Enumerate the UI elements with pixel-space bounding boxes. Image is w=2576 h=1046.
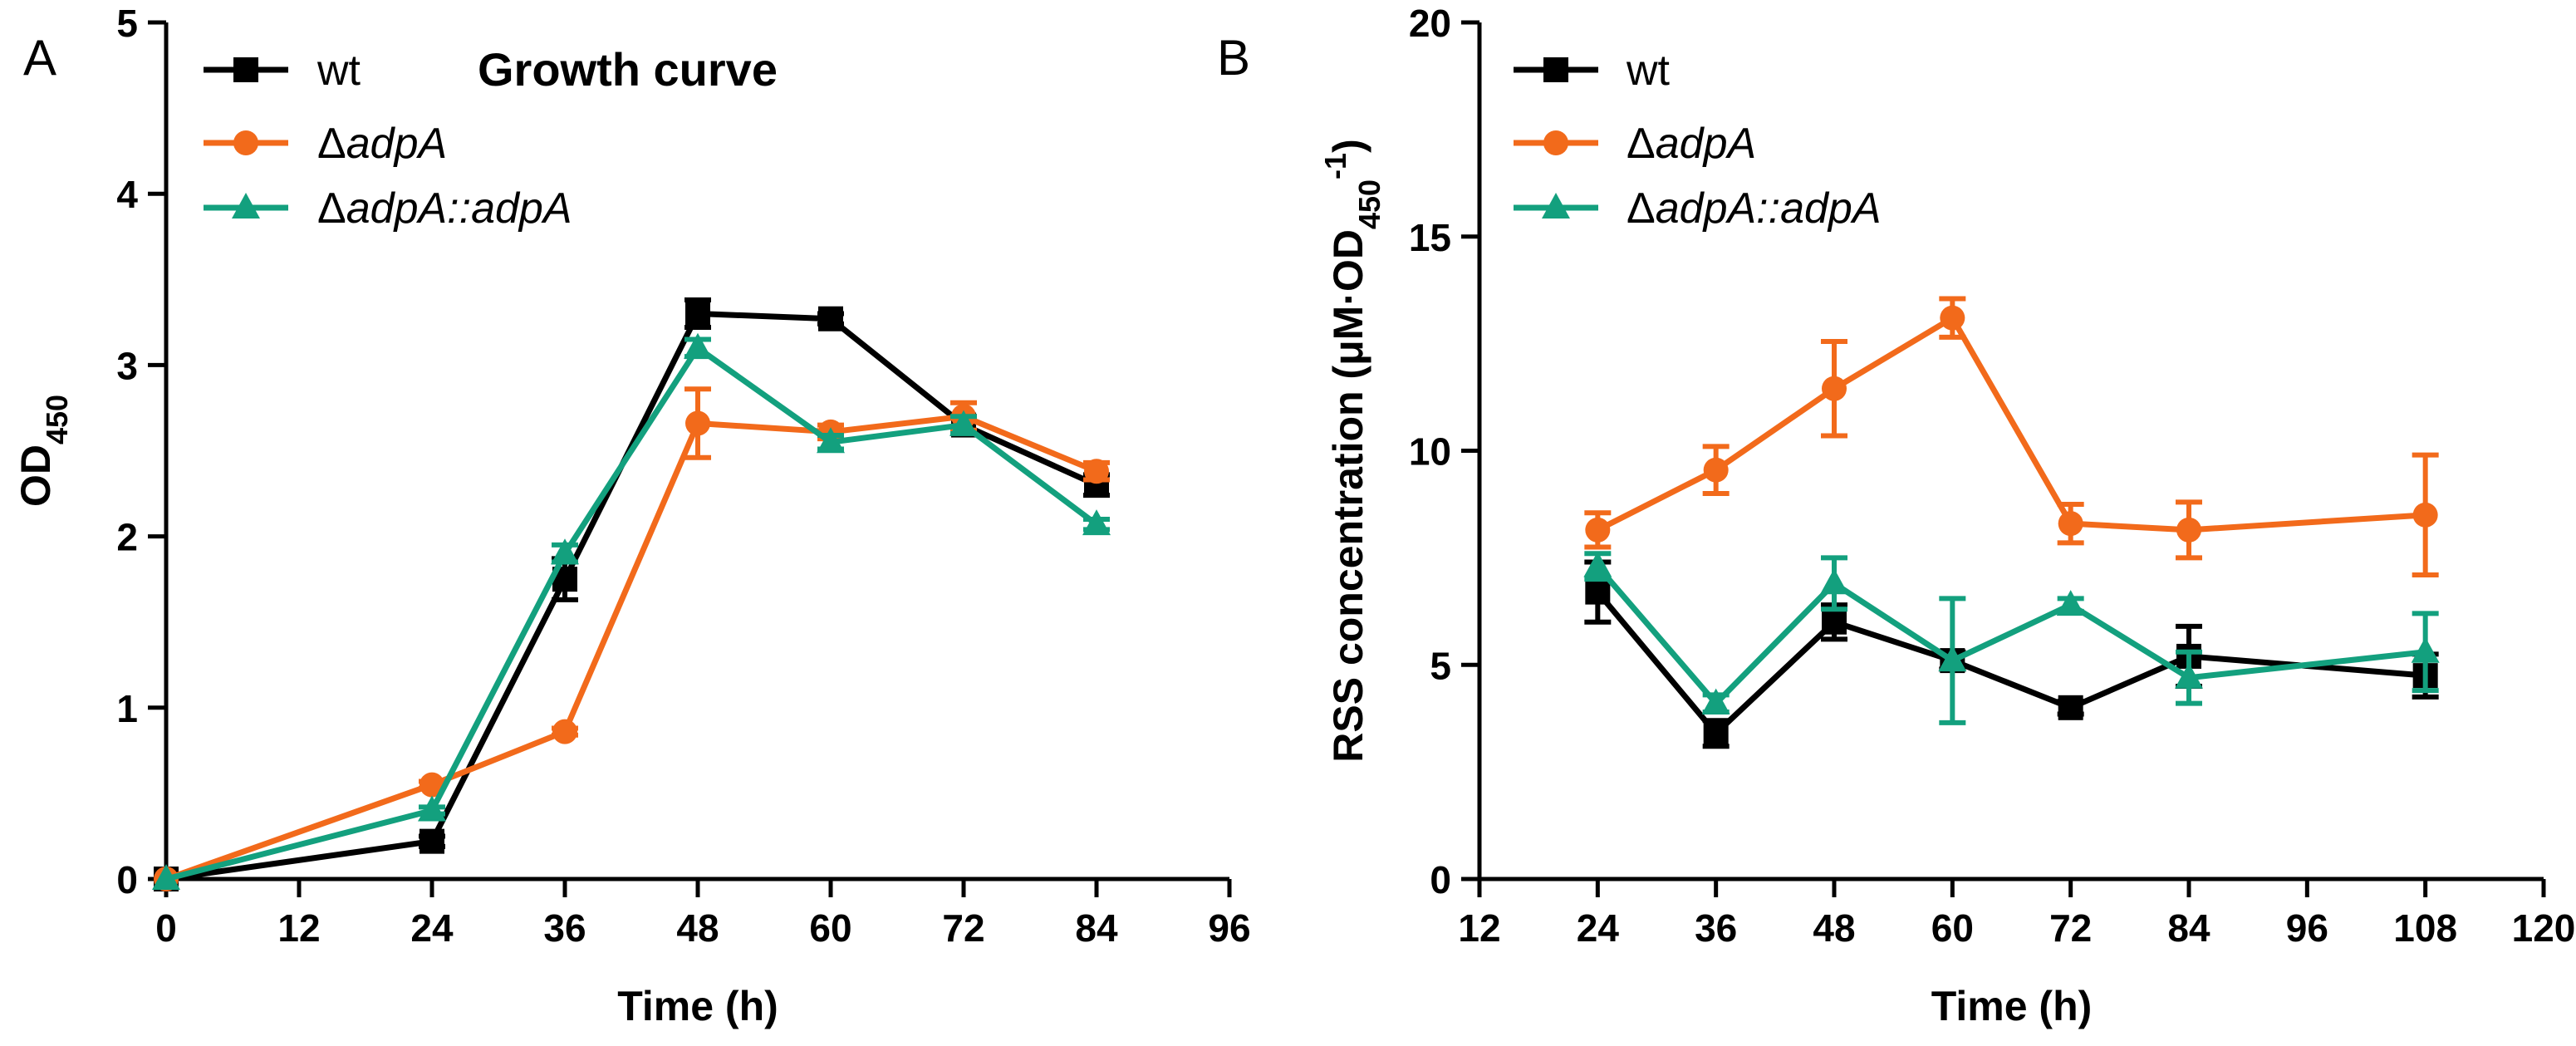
data-point-dadpA [1585,517,1611,543]
data-point-wt [1585,579,1611,605]
data-point-comp [1583,551,1612,577]
data-point-comp [2175,662,2203,689]
data-point-wt [1822,609,1847,635]
x-tick-label: 108 [2393,906,2457,950]
x-tick-label: 84 [2167,906,2210,950]
data-point-wt [685,301,710,327]
y-tick-label: 2 [116,516,138,559]
data-point-dadpA [685,410,710,436]
x-tick-label: 96 [1208,906,1250,950]
data-point-comp [2411,636,2440,663]
x-tick-label: 60 [1931,906,1974,950]
x-tick-label: 96 [2286,906,2328,950]
x-axis-label: Time (h) [617,983,778,1029]
series-line-dadpA [164,413,1098,882]
y-tick-label: 20 [1409,2,1451,45]
legend-label-comp: ΔadpA::adpA [1627,184,1882,233]
x-tick-label: 48 [1813,906,1855,950]
data-point-wt [818,306,843,331]
legend-marker-dadpA [1543,130,1568,155]
x-tick-label: 24 [410,906,454,950]
x-tick-label: 72 [942,906,984,950]
y-tick-label: 5 [1430,644,1451,687]
y-axis-label: OD450 [12,395,74,507]
data-point-dadpA [2058,511,2083,537]
y-tick-label: 5 [116,2,138,45]
data-point-dadpA [552,719,577,744]
x-tick-label: 24 [1577,906,1620,950]
data-point-comp [152,864,180,890]
y-tick-label: 4 [116,173,138,216]
legend-label-wt: wt [316,47,361,95]
panel-letter: B [1217,30,1250,86]
x-tick-label: 12 [1458,906,1500,950]
data-point-dadpA [1822,376,1847,401]
data-point-dadpA [1703,457,1729,483]
x-tick-label: 84 [1075,906,1118,950]
data-point-dadpA [1084,459,1109,484]
y-tick-label: 1 [116,687,138,730]
legend-label-comp: ΔadpA::adpA [317,184,572,233]
x-axis-label: Time (h) [1931,983,2093,1029]
y-axis-label: RSS concentration (μM·OD450-1) [1318,139,1386,762]
x-tick-label: 12 [277,906,320,950]
legend-marker-wt [1543,57,1568,82]
legend-marker-dadpA [233,130,258,155]
legend-label-wt: wt [1626,47,1671,95]
y-tick-label: 0 [116,858,138,901]
data-point-comp [1938,646,1967,672]
data-point-comp [2056,590,2085,616]
legend-marker-comp [232,193,260,219]
data-point-comp [817,427,845,454]
y-tick-label: 15 [1409,216,1451,259]
chart-title: Growth curve [478,43,778,96]
data-point-dadpA [2176,517,2201,543]
data-point-wt [1703,720,1729,746]
data-point-comp [1082,509,1111,536]
data-point-comp [684,332,712,359]
data-point-dadpA [2412,502,2438,528]
data-point-comp [418,795,446,822]
x-tick-label: 60 [809,906,851,950]
legend-marker-wt [233,57,258,82]
data-point-comp [1820,568,1848,595]
y-tick-label: 0 [1430,858,1451,901]
legend-label-dadpA: ΔadpA [317,120,447,168]
y-tick-label: 3 [116,344,138,387]
data-point-wt [420,828,444,854]
series-line-wt [165,311,1098,882]
x-tick-label: 120 [2512,906,2576,950]
series-line-dadpA [1596,315,2426,533]
data-point-comp [551,538,579,565]
legend-marker-comp [1542,193,1570,219]
data-point-dadpA [1940,305,1965,331]
data-point-dadpA [420,772,444,798]
data-point-wt [2058,695,2083,720]
x-tick-label: 0 [155,906,177,950]
x-tick-label: 72 [2049,906,2092,950]
x-tick-label: 48 [676,906,719,950]
data-point-comp [949,410,978,436]
legend-label-dadpA: ΔadpA [1627,120,1756,168]
x-tick-label: 36 [1695,906,1737,950]
chart-panel-b: 12 24 36 48 60 72 84 96 108 120 0 5 10 15 20 Time (h) RS… [1217,2,2575,1029]
y-tick-label: 10 [1409,430,1451,474]
data-point-comp [1701,688,1730,715]
x-tick-label: 36 [543,906,586,950]
panel-letter: A [23,30,56,86]
